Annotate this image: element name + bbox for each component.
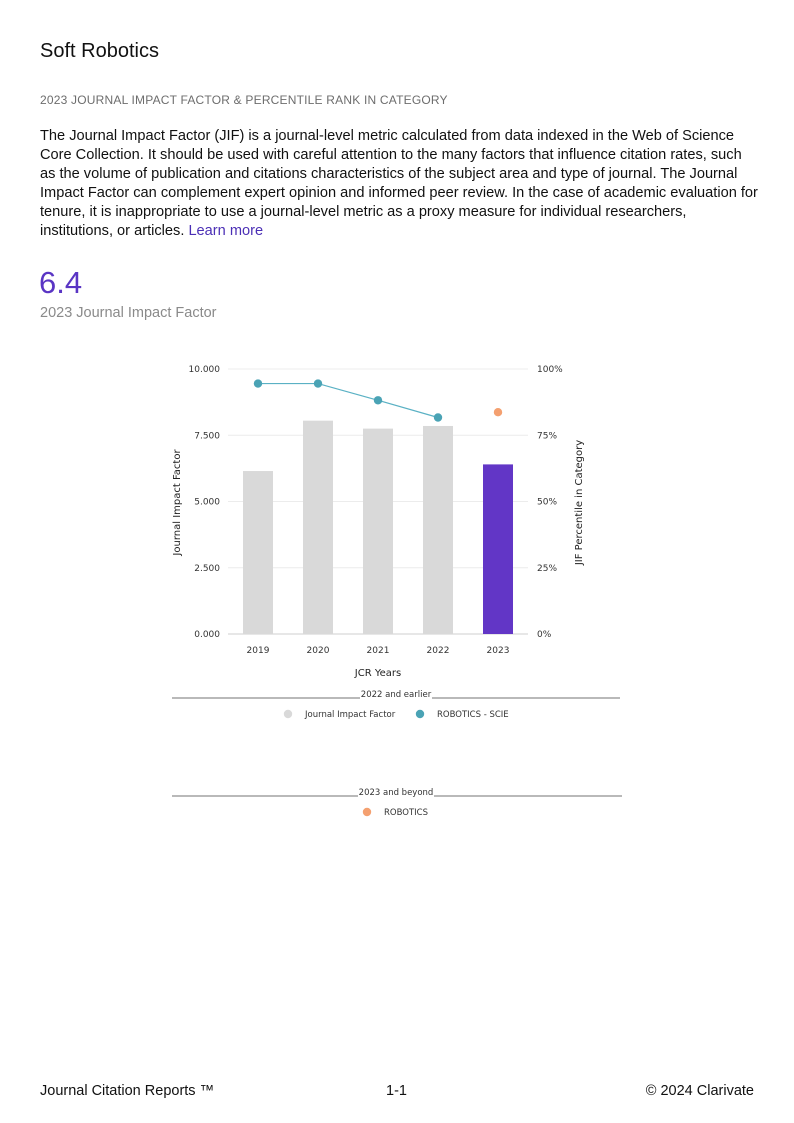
legend-item-label: ROBOTICS - SCIE	[437, 710, 509, 720]
description-text: The Journal Impact Factor (JIF) is a jou…	[40, 128, 758, 239]
footer-product-name: Journal Citation Reports ™	[40, 1083, 215, 1099]
section-heading: 2023 JOURNAL IMPACT FACTOR & PERCENTILE …	[40, 93, 448, 107]
percentile-point-2020	[313, 379, 323, 388]
y2-tick-label: 75%	[537, 431, 557, 441]
legend-group-title: 2023 and beyond	[359, 788, 434, 798]
jif-chart: 0.000 0% 2.500 25% 5.000 50% 7.500 75% 10.000 100…	[172, 365, 622, 818]
bar-2019	[243, 471, 273, 634]
y-tick-label: 10.000	[189, 365, 221, 375]
percentile-point-2021	[373, 396, 383, 405]
percentile-line	[258, 382, 439, 419]
legend-group-title: 2022 and earlier	[361, 690, 432, 700]
legend-swatch	[415, 709, 425, 719]
bar-2020	[303, 420, 333, 634]
percentile-point-2019	[253, 379, 263, 388]
y2-tick-label: 100%	[537, 365, 563, 375]
legend-swatch	[283, 709, 293, 719]
y-tick-label: 7.500	[194, 431, 220, 441]
y-tick-label: 0.000	[194, 630, 220, 640]
jif-value: 6.4	[39, 265, 83, 300]
x-axis-title: JCR Years	[354, 668, 401, 679]
percentile-point-2022	[433, 413, 443, 422]
percentile-point-2023	[493, 407, 503, 417]
jif-description: The Journal Impact Factor (JIF) is a jou…	[40, 127, 760, 241]
x-tick-label: 2022	[427, 646, 450, 656]
jif-label: 2023 Journal Impact Factor	[40, 305, 217, 321]
y2-tick-label: 50%	[537, 498, 557, 508]
learn-more-link[interactable]: Learn more	[188, 223, 264, 239]
y-tick-label: 5.000	[194, 498, 220, 508]
x-tick-label: 2020	[307, 646, 330, 656]
legend-swatch	[362, 807, 372, 817]
y2-axis-title: JIF Percentile in Category	[574, 440, 585, 566]
footer-page-number: 1-1	[386, 1083, 407, 1099]
footer-copyright: © 2024 Clarivate	[645, 1083, 754, 1099]
y2-tick-label: 0%	[537, 630, 552, 640]
journal-title: Soft Robotics	[40, 40, 159, 62]
y-axis-title: Journal Impact Factor	[172, 449, 183, 557]
x-tick-label: 2021	[367, 646, 390, 656]
bar-2023	[483, 464, 513, 634]
x-tick-label: 2019	[247, 646, 270, 656]
legend-item-label: ROBOTICS	[384, 808, 428, 818]
bar-2022	[423, 425, 453, 634]
y2-tick-label: 25%	[537, 564, 557, 574]
bar-2021	[363, 428, 393, 634]
y-tick-label: 2.500	[194, 564, 220, 574]
x-tick-label: 2023	[487, 646, 510, 656]
legend-item-label: Journal Impact Factor	[304, 710, 396, 720]
